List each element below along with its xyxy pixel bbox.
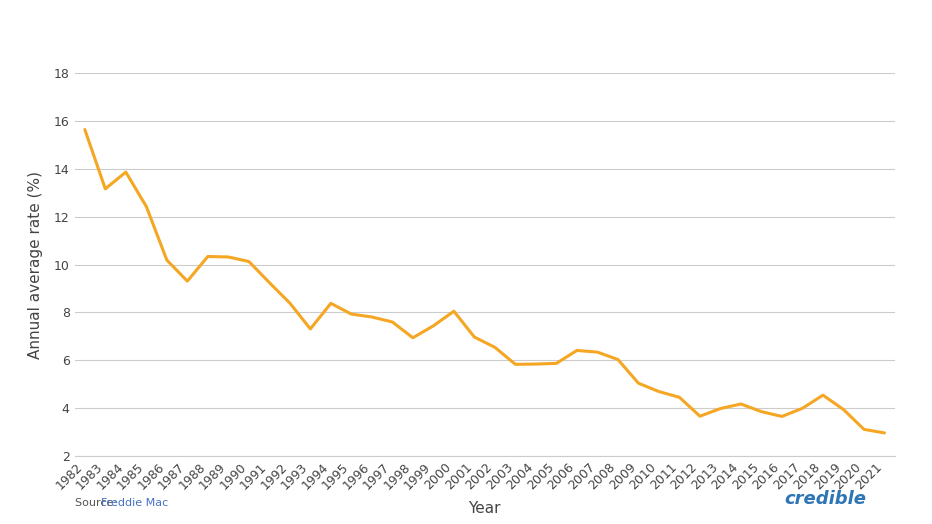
- Text: Freddie Mac: Freddie Mac: [101, 498, 168, 508]
- Text: credible: credible: [785, 490, 867, 508]
- Text: Source:: Source:: [75, 498, 120, 508]
- X-axis label: Year: Year: [469, 501, 500, 516]
- Y-axis label: Annual average rate (%): Annual average rate (%): [28, 171, 43, 358]
- Text: Average 30-year fixed mortgage rates over the past 39 years: Average 30-year fixed mortgage rates ove…: [57, 18, 875, 42]
